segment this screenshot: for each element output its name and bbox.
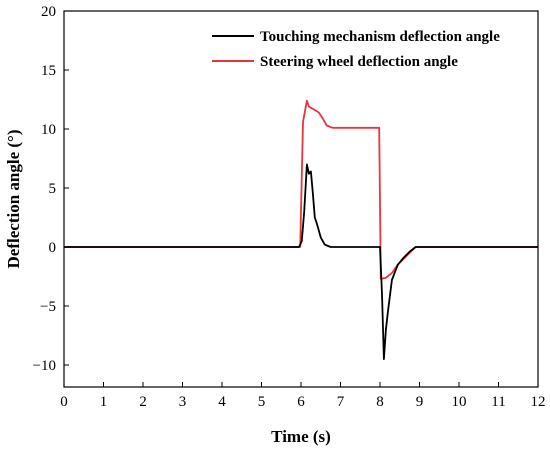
x-tick-label: 11 [491, 394, 505, 410]
x-tick-label: 4 [218, 394, 226, 410]
x-tick-label: 5 [258, 394, 266, 410]
y-tick-label: 10 [41, 122, 56, 138]
y-tick-label: 5 [49, 181, 57, 197]
legend-label-steering: Steering wheel deflection angle [260, 54, 458, 70]
y-axis-title: Deflection angle (°) [4, 130, 23, 269]
series-line-touching [64, 163, 538, 361]
x-tick-label: 3 [179, 394, 187, 410]
series-layer [64, 99, 538, 361]
x-tick-label: 8 [376, 394, 384, 410]
series-line-steering [64, 99, 538, 280]
y-tick-label: 15 [41, 63, 56, 79]
y-tick-label: 20 [41, 4, 56, 20]
x-tick-label: 6 [297, 394, 305, 410]
x-tick-label: 0 [60, 394, 68, 410]
x-tick-label: 12 [531, 394, 546, 410]
x-axis-title: Time (s) [271, 427, 331, 446]
legend-label-touching: Touching mechanism deflection angle [260, 29, 500, 45]
legend: Touching mechanism deflection angle Stee… [212, 29, 500, 70]
y-tick-label: −10 [33, 358, 56, 374]
x-tick-label: 7 [337, 394, 345, 410]
y-tick-label: 0 [49, 240, 57, 256]
x-tick-label: 10 [452, 394, 467, 410]
y-tick-label: −5 [40, 299, 56, 315]
x-tick-label: 9 [416, 394, 424, 410]
x-tick-label: 1 [100, 394, 108, 410]
x-tick-label: 2 [139, 394, 147, 410]
